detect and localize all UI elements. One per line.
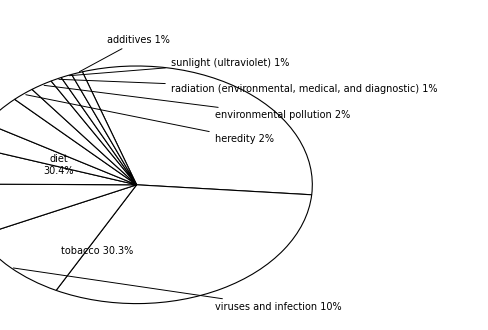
- Text: additives 1%: additives 1%: [80, 35, 170, 72]
- Wedge shape: [61, 75, 137, 185]
- Text: sextual factors 7%: sextual factors 7%: [0, 329, 1, 330]
- Text: alcohol 3.3%: alcohol 3.3%: [0, 329, 1, 330]
- Wedge shape: [0, 99, 137, 185]
- Text: radiation (environmental, medical, and diagnostic) 1%: radiation (environmental, medical, and d…: [59, 79, 437, 94]
- Wedge shape: [82, 66, 312, 195]
- Wedge shape: [51, 78, 137, 185]
- Wedge shape: [0, 185, 137, 290]
- Wedge shape: [32, 81, 137, 185]
- Text: diet
30.4%: diet 30.4%: [43, 154, 74, 176]
- Text: sunlight (ultraviolet) 1%: sunlight (ultraviolet) 1%: [69, 58, 289, 76]
- Wedge shape: [56, 185, 312, 304]
- Wedge shape: [0, 123, 137, 185]
- Wedge shape: [0, 184, 137, 236]
- Wedge shape: [15, 89, 137, 185]
- Text: environmental pollution 2%: environmental pollution 2%: [44, 85, 350, 120]
- Text: unknown 5%: unknown 5%: [0, 329, 1, 330]
- Text: heredity 2%: heredity 2%: [26, 95, 274, 144]
- Text: industrial occupations 4%: industrial occupations 4%: [0, 329, 1, 330]
- Wedge shape: [72, 72, 137, 185]
- Text: viruses and infection 10%: viruses and infection 10%: [13, 268, 341, 312]
- Text: tobacco 30.3%: tobacco 30.3%: [61, 246, 134, 256]
- Wedge shape: [0, 146, 137, 185]
